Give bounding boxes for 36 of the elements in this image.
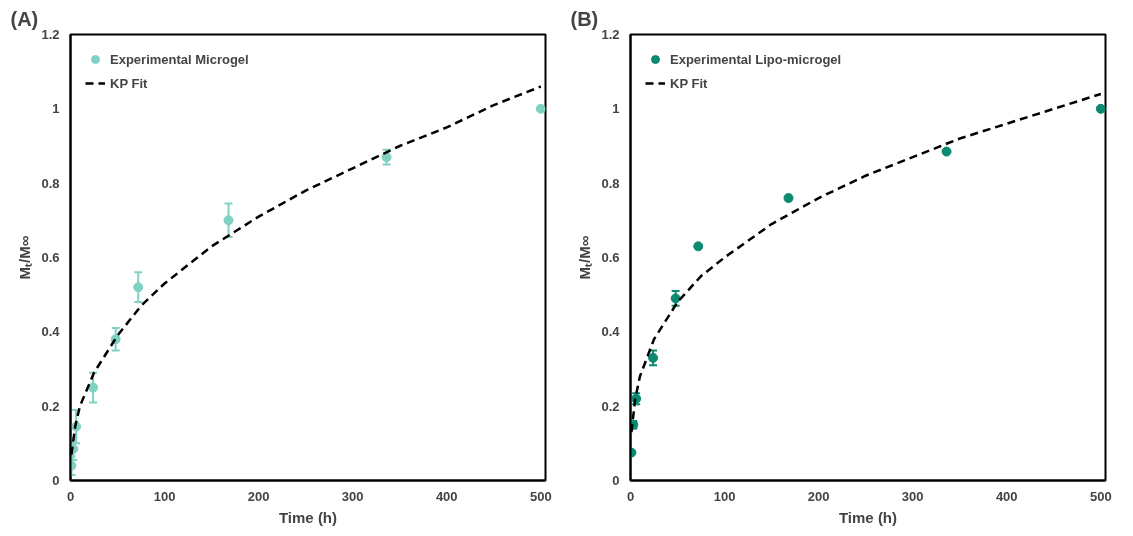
y-tick-label: 0.8 [601, 175, 620, 191]
y-tick-label: 0.2 [41, 398, 60, 414]
y-tick-label: 0.6 [41, 250, 60, 265]
x-tick-label: 400 [435, 488, 458, 504]
x-tick-label: 100 [713, 488, 736, 504]
y-axis-title: Mₜ/M∞ [576, 235, 594, 280]
y-tick-label: 0.4 [41, 324, 61, 340]
legend-label: KP Fit [670, 75, 708, 91]
y-tick-label: 0.6 [601, 250, 620, 265]
y-tick-label: 0.8 [41, 175, 60, 191]
chart-title: (B) [570, 7, 599, 30]
x-tick-label: 500 [1089, 488, 1112, 504]
y-tick-label: 1 [52, 101, 60, 117]
y-tick-label: 1.2 [41, 27, 60, 42]
x-tick-label: 400 [995, 488, 1018, 504]
legend-label: Experimental Microgel [110, 51, 249, 67]
y-tick-label: 1 [612, 101, 620, 117]
y-tick-label: 0 [612, 473, 620, 488]
x-tick-label: 200 [807, 488, 830, 504]
x-tick-label: 300 [341, 488, 364, 504]
legend-label: Experimental Lipo-microgel [670, 51, 842, 67]
y-tick-label: 1.2 [601, 27, 620, 42]
y-tick-label: 0.4 [601, 324, 621, 340]
x-tick-label: 200 [247, 488, 270, 504]
x-axis-title: Time (h) [838, 508, 898, 526]
x-tick-label: 300 [901, 488, 924, 504]
x-tick-label: 0 [626, 488, 635, 504]
legend-label: KP Fit [110, 75, 148, 91]
x-tick-label: 100 [153, 488, 176, 504]
y-tick-label: 0.2 [601, 398, 620, 414]
y-axis-title: Mₜ/M∞ [16, 235, 34, 280]
chart-title: (A) [10, 7, 39, 30]
y-tick-label: 0 [52, 473, 60, 488]
x-tick-label: 500 [529, 488, 552, 504]
x-tick-label: 0 [66, 488, 75, 504]
x-axis-title: Time (h) [278, 508, 338, 526]
